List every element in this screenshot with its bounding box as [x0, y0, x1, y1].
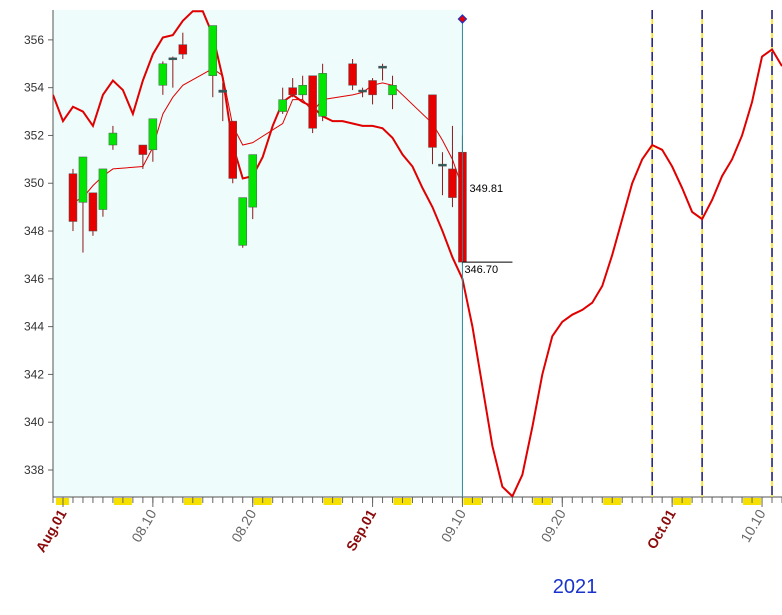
candle-body [288, 87, 297, 96]
candle-body [88, 192, 98, 232]
candle-body [178, 44, 188, 55]
y-tick-label: 356 [24, 33, 44, 47]
candle-body [368, 80, 377, 96]
x-tick-label: 10.10 [737, 506, 768, 545]
candle-body [158, 63, 168, 86]
candle-body [278, 99, 287, 112]
candle-body [78, 156, 88, 203]
candle-body [148, 118, 158, 151]
line-series [53, 10, 782, 497]
candle-body [308, 75, 317, 129]
candle-body [238, 197, 247, 246]
candle-body [68, 173, 78, 222]
price-label: 346.70 [464, 264, 498, 276]
year-label: 2021 [553, 576, 598, 598]
candle-body [318, 73, 327, 117]
y-tick-label: 350 [24, 176, 44, 190]
y-tick-label: 344 [24, 320, 44, 334]
candle-body [168, 57, 178, 61]
current-date-diamond [457, 14, 468, 24]
candle-body [138, 144, 148, 155]
x-tick-label: Oct.01 [643, 506, 678, 551]
x-tick-label: 08.10 [128, 506, 159, 545]
candle-body [388, 85, 397, 96]
candle-body [228, 120, 237, 179]
y-tick-label: 340 [24, 415, 44, 429]
line-series [72, 67, 463, 203]
candle-body [218, 89, 228, 93]
candle-body [98, 168, 108, 210]
candle-body [378, 65, 387, 69]
price-label: 349.81 [469, 183, 503, 195]
plot [53, 10, 782, 497]
y-tick-label: 354 [24, 81, 44, 95]
candle-body [248, 154, 257, 208]
candle-body [298, 85, 307, 96]
x-tick-label: 08.20 [228, 506, 259, 545]
candle-body [108, 132, 118, 146]
candle-body [428, 94, 437, 148]
x-tick-label: 09.10 [438, 506, 469, 545]
candle-body [208, 25, 218, 76]
y-tick-label: 346 [24, 272, 44, 286]
candle-body [348, 63, 357, 86]
candle-body [448, 168, 457, 198]
y-tick-label: 342 [24, 367, 44, 381]
x-tick-label: 09.20 [538, 506, 569, 545]
y-tick-label: 352 [24, 128, 44, 142]
candle-body [358, 89, 367, 93]
x-tick-label: Sep.01 [343, 506, 380, 553]
y-tick-label: 338 [24, 463, 44, 477]
x-tick-label: Aug.01 [32, 506, 69, 555]
y-tick-label: 348 [24, 224, 44, 238]
candle-body [438, 163, 447, 167]
